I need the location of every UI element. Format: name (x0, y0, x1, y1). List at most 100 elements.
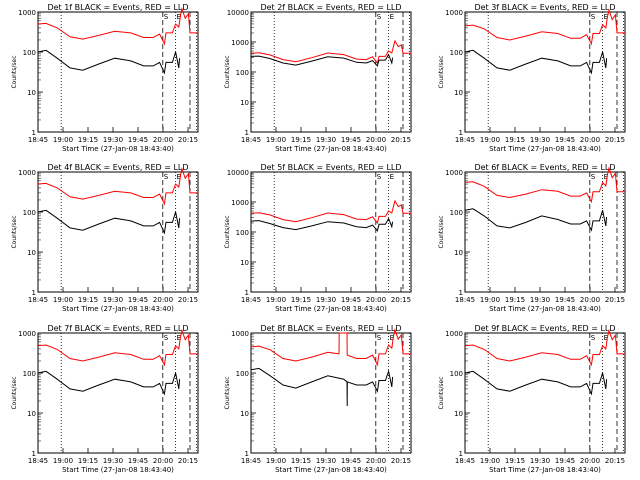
y-tick-label: 1000 (18, 169, 36, 177)
x-tick-label: 19:00 (53, 296, 73, 304)
marker-label: S (164, 173, 169, 181)
x-tick-label: 19:00 (266, 457, 286, 465)
events-series-line (250, 367, 394, 407)
y-tick-label: 10 (27, 249, 36, 257)
x-axis-label: Start Time (27-Jan-08 18:43:40) (489, 466, 601, 474)
x-tick-label: 20:00 (153, 457, 173, 465)
x-tick-label: 19:00 (480, 457, 500, 465)
marker-label: E (177, 334, 181, 342)
panel-title: Det 9f BLACK = Events, RED = LLD (474, 324, 615, 333)
x-tick-label: 19:00 (266, 136, 286, 144)
panel-1: Det 1f BLACK = Events, RED = LLD 1 10 100 10… (11, 3, 199, 153)
plot-frame (250, 11, 412, 133)
x-tick-label: 20:15 (605, 457, 625, 465)
lld-series-line (250, 199, 411, 225)
panel-title: Det 1f BLACK = Events, RED = LLD (47, 3, 188, 12)
x-axis-label: Start Time (27-Jan-08 18:43:40) (275, 305, 387, 313)
lld-series-line (37, 6, 198, 46)
y-tick-label: 1 (32, 129, 36, 137)
marker-label: E (390, 334, 394, 342)
plot-frame (464, 171, 626, 293)
x-tick-label: 18:45 (455, 296, 475, 304)
marker-label: E (604, 173, 608, 181)
x-tick-label: 19:15 (505, 136, 525, 144)
x-tick-label: 19:15 (78, 457, 98, 465)
x-tick-label: 19:45 (341, 136, 361, 144)
y-tick-label: 100 (23, 49, 36, 57)
x-tick-label: 19:15 (78, 296, 98, 304)
x-axis-label: Start Time (27-Jan-08 18:43:40) (489, 305, 601, 313)
lld-series-line (250, 39, 411, 65)
events-series-line (464, 208, 608, 232)
x-tick-label: 19:15 (505, 296, 525, 304)
panel-title: Det 7f BLACK = Events, RED = LLD (47, 324, 188, 333)
x-tick-label: 20:00 (366, 136, 386, 144)
y-tick-label: 10 (240, 99, 249, 107)
x-tick-label: 20:15 (178, 457, 198, 465)
y-axis-label: Counts/sec (224, 215, 231, 248)
y-tick-label: 1 (459, 450, 463, 458)
y-tick-label: 1 (459, 129, 463, 137)
y-axis-label: Counts/sec (438, 215, 445, 248)
y-axis-label: Counts/sec (438, 55, 445, 88)
x-tick-label: 19:30 (530, 136, 550, 144)
y-tick-label: 1 (32, 289, 36, 297)
plot-frame (464, 332, 626, 454)
y-tick-label: 1 (245, 450, 249, 458)
x-tick-label: 20:00 (153, 136, 173, 144)
events-series-line (37, 209, 181, 235)
lld-series-line (250, 327, 411, 367)
x-tick-label: 20:00 (366, 296, 386, 304)
x-tick-label: 19:00 (53, 136, 73, 144)
x-tick-label: 19:30 (530, 296, 550, 304)
panel-9: Det 9f BLACK = Events, RED = LLD 1 10 100 10… (438, 324, 626, 474)
y-tick-label: 10000 (227, 9, 249, 17)
x-tick-label: 18:45 (28, 136, 48, 144)
x-tick-label: 19:30 (530, 457, 550, 465)
y-tick-label: 1000 (231, 39, 249, 47)
y-tick-label: 1000 (18, 9, 36, 17)
marker-label: E (604, 334, 608, 342)
x-tick-label: 18:45 (28, 457, 48, 465)
x-axis-label: Start Time (27-Jan-08 18:43:40) (62, 305, 174, 313)
panel-title: Det 4f BLACK = Events, RED = LLD (47, 163, 188, 172)
marker-label: S (377, 334, 382, 342)
y-tick-label: 10 (27, 89, 36, 97)
y-tick-label: 100 (450, 209, 463, 217)
x-tick-label: 19:15 (291, 296, 311, 304)
plot-frame (37, 332, 199, 454)
y-tick-label: 1 (245, 129, 249, 137)
y-tick-label: 100 (450, 49, 463, 57)
events-series-line (464, 370, 608, 396)
x-tick-label: 19:00 (266, 296, 286, 304)
y-tick-label: 1000 (445, 169, 463, 177)
marker-label: S (591, 173, 596, 181)
y-tick-label: 100 (23, 370, 36, 378)
panel-7: Det 7f BLACK = Events, RED = LLD 1 10 100 10… (11, 324, 199, 474)
lld-series-line (37, 166, 198, 206)
x-axis-label: Start Time (27-Jan-08 18:43:40) (489, 145, 601, 153)
y-tick-label: 10 (454, 249, 463, 257)
y-tick-label: 100 (236, 229, 249, 237)
x-tick-label: 18:45 (455, 457, 475, 465)
marker-label: S (591, 334, 596, 342)
panel-5: Det 5f BLACK = Events, RED = LLD 1 10 100 10… (224, 163, 412, 313)
x-tick-label: 19:15 (78, 136, 98, 144)
x-tick-label: 20:15 (605, 296, 625, 304)
x-tick-label: 20:00 (580, 136, 600, 144)
x-tick-label: 19:45 (128, 457, 148, 465)
panel-6: Det 6f BLACK = Events, RED = LLD 1 10 100 10… (438, 163, 626, 313)
x-tick-label: 19:45 (341, 296, 361, 304)
x-tick-label: 19:45 (555, 136, 575, 144)
marker-label: E (390, 13, 394, 21)
marker-label: E (390, 173, 394, 181)
y-axis-label: Counts/sec (224, 376, 231, 409)
x-tick-label: 18:45 (241, 296, 261, 304)
x-tick-label: 19:30 (316, 136, 336, 144)
x-tick-label: 19:15 (505, 457, 525, 465)
panel-8: Det 8f BLACK = Events, RED = LLD 1 10 100 10… (224, 324, 412, 474)
y-tick-label: 10 (240, 259, 249, 267)
panel-title: Det 2f BLACK = Events, RED = LLD (260, 3, 401, 12)
x-tick-label: 19:30 (103, 457, 123, 465)
